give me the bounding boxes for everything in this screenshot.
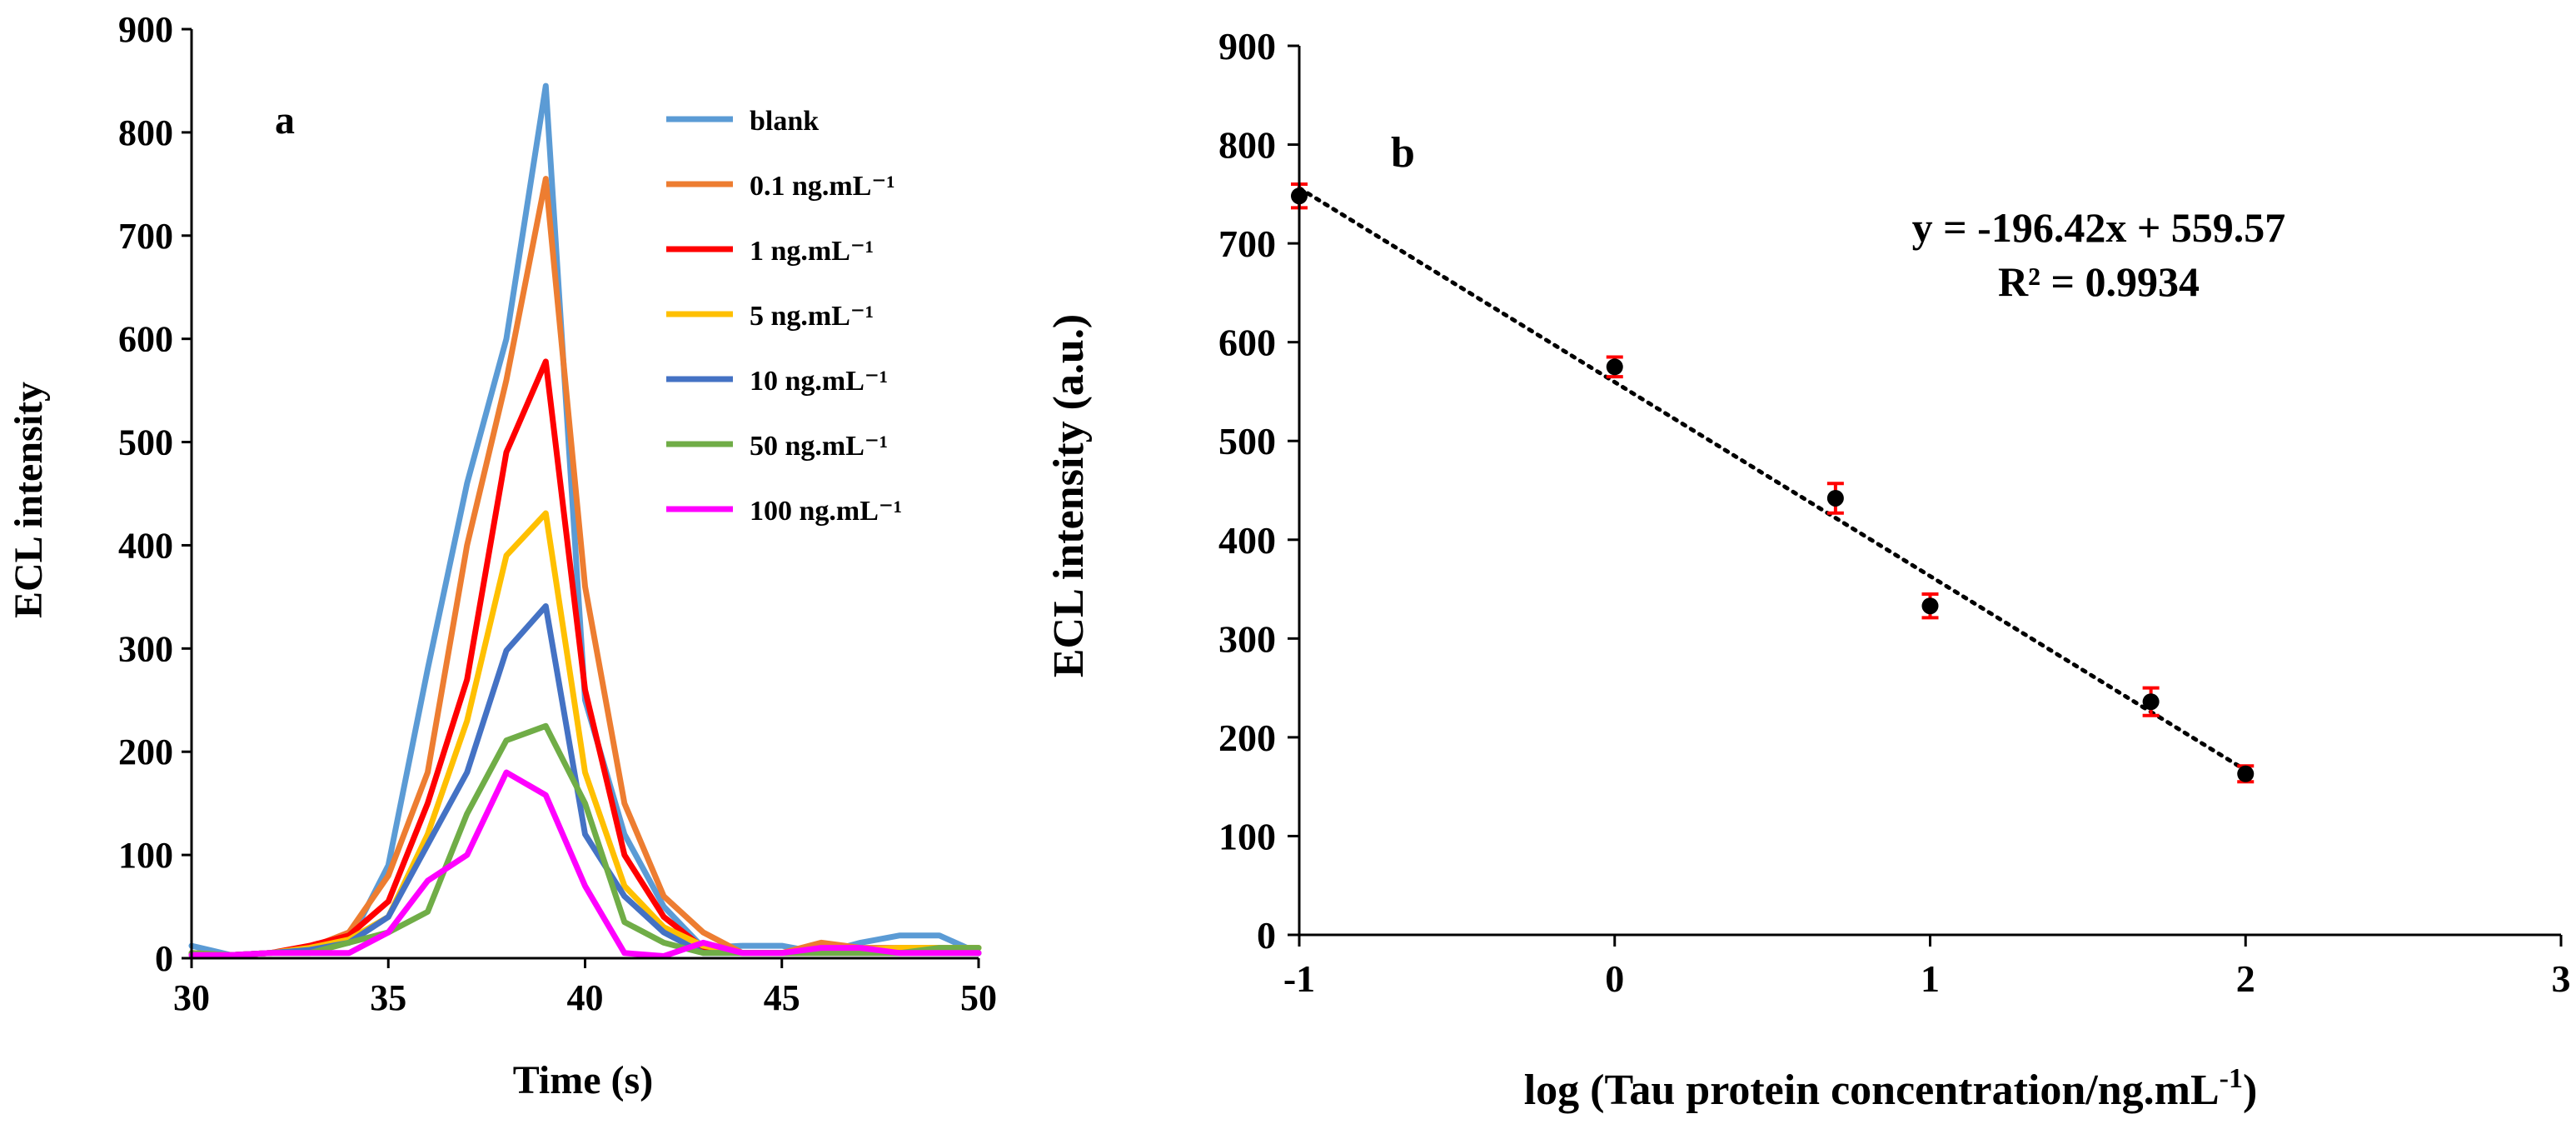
panel-b-ytick-label: 0 <box>1257 914 1276 957</box>
panel-a-tick-labels: 0 100 200 300 400 500 600 700 800 900 30 35 40 45 50 <box>118 9 997 1018</box>
panel-a-ytick-label: 400 <box>118 525 173 566</box>
panel-a-xtick-label: 30 <box>173 977 210 1018</box>
trendline-equation: y = -196.42x + 559.57 <box>1912 204 2286 251</box>
panel-b-ytick-label: 700 <box>1218 222 1276 265</box>
legend-label-5: 50 ng.mL⁻¹ <box>750 431 888 462</box>
panel-a-series-lines <box>188 82 982 959</box>
panel-a-ytick-label: 700 <box>118 216 173 257</box>
legend-label-3: 5 ng.mL⁻¹ <box>750 301 874 332</box>
panel-a-ytick-label: 200 <box>118 732 173 772</box>
trendline <box>1297 186 2248 772</box>
panel-b-axes <box>1288 44 2563 947</box>
panel-a-xtick-label: 50 <box>960 977 997 1018</box>
series-line-5 <box>188 722 982 958</box>
panel-b-ytick-label: 900 <box>1218 25 1276 67</box>
panel-b-xtick-label: -1 <box>1283 957 1315 1000</box>
panel-a-ytick-label: 0 <box>155 938 173 979</box>
data-point-4 <box>2142 693 2160 711</box>
panel-a-xtick-label: 35 <box>370 977 406 1018</box>
data-point-3 <box>1921 597 1939 615</box>
panel-a-ytick-label: 500 <box>118 422 173 463</box>
panel-b-ytick-label: 100 <box>1218 815 1276 857</box>
legend-label-1: 0.1 ng.mL⁻¹ <box>750 171 895 202</box>
panel-b-ytick-label: 500 <box>1218 420 1276 462</box>
panel-b-points <box>1291 182 2255 784</box>
panel-b-label: b <box>1391 129 1415 177</box>
trendline-r-squared: R² = 0.9934 <box>1998 258 2200 305</box>
legend-label-4: 10 ng.mL⁻¹ <box>750 366 888 397</box>
panel-b-ytick-label: 800 <box>1218 124 1276 167</box>
panel-a-axes <box>182 27 980 968</box>
panel-b-xlabel: log (Tau protein concentration/ng.mL-1) <box>1524 1063 2258 1114</box>
panel-a-ytick-label: 300 <box>118 628 173 669</box>
panel-b-ytick-label: 200 <box>1218 717 1276 759</box>
panel-a-chart: 0 100 200 300 400 500 600 700 800 900 30 35 40 45 50 a… <box>7 9 997 1102</box>
panel-b-trendline-group <box>1297 186 2248 772</box>
panel-b-ytick-label: 600 <box>1218 322 1276 364</box>
panel-a-ytick-label: 800 <box>118 112 173 153</box>
panel-b-xtick-label: 2 <box>2236 957 2255 1000</box>
legend-label-2: 1 ng.mL⁻¹ <box>750 236 874 267</box>
panel-b-xtick-label: 0 <box>1605 957 1624 1000</box>
panel-a-xtick-label: 40 <box>567 977 604 1018</box>
panel-a-legend: blank 0.1 ng.mL⁻¹ 1 ng.mL⁻¹ 5 ng.mL⁻¹ 10 ng.… <box>666 106 902 527</box>
panel-a-ylabel: ECL intensity <box>7 382 51 618</box>
legend-label-6: 100 ng.mL⁻¹ <box>750 496 902 527</box>
panel-b-ylabel: ECL intensity (a.u.) <box>1045 314 1093 677</box>
panel-a-label: a <box>275 98 295 142</box>
panel-a-xtick-label: 45 <box>764 977 800 1018</box>
data-point-1 <box>1606 358 1623 376</box>
data-point-5 <box>2237 765 2255 782</box>
panel-a-xlabel: Time (s) <box>513 1058 653 1102</box>
panel-a-ytick-label: 600 <box>118 319 173 360</box>
data-point-2 <box>1826 489 1844 507</box>
panel-b-ytick-label: 400 <box>1218 519 1276 562</box>
series-line-6 <box>188 769 982 959</box>
panel-b-xtick-label: 3 <box>2552 957 2571 1000</box>
panel-b-xtick-label: 1 <box>1921 957 1940 1000</box>
panel-a-ytick-label: 100 <box>118 835 173 876</box>
panel-a-ytick-label: 900 <box>118 9 173 50</box>
panel-b-ytick-label: 300 <box>1218 617 1276 660</box>
legend-label-0: blank <box>750 106 819 137</box>
